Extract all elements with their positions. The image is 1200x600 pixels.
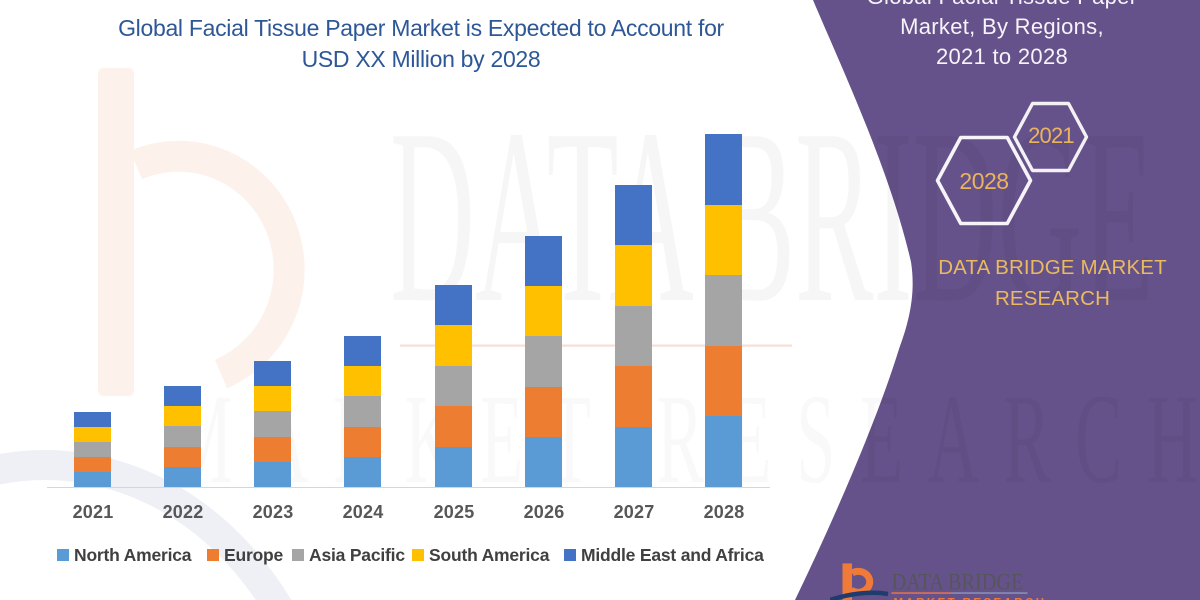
svg-text:DATA BRIDGE: DATA BRIDGE	[892, 569, 1024, 595]
svg-text:MARKET RESEARCH: MARKET RESEARCH	[894, 598, 1047, 600]
